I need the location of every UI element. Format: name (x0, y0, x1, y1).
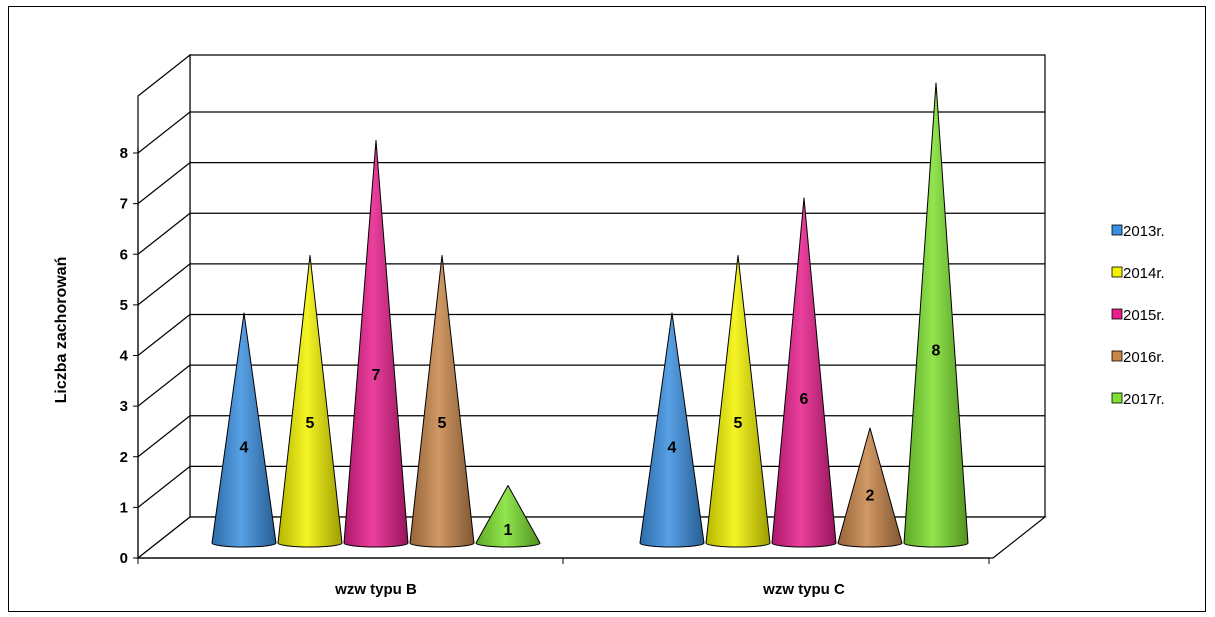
data-labels: 4 5 7 5 1 4 5 6 2 8 (240, 343, 941, 539)
data-label: 5 (306, 415, 315, 432)
cone (705, 254, 771, 548)
y-tick-label: 1 (120, 499, 128, 516)
y-tick-label: 4 (120, 348, 129, 365)
legend-label: 2015r. (1123, 307, 1165, 324)
legend-swatch (1111, 392, 1123, 404)
cone (837, 427, 903, 548)
cones (211, 82, 969, 548)
y-tick-label: 3 (120, 398, 128, 415)
legend-swatch (1111, 308, 1123, 320)
y-tick-label: 0 (120, 550, 128, 567)
data-label: 5 (438, 415, 447, 432)
cone (639, 312, 705, 548)
gridline-side (137, 364, 191, 407)
gridline-side (137, 162, 191, 205)
gridline-side (137, 263, 191, 306)
cone (211, 312, 277, 548)
data-label: 7 (372, 367, 381, 384)
cone (475, 484, 541, 548)
legend-item: 2017r. (1111, 391, 1165, 408)
gridline-side (137, 111, 191, 154)
legend-swatch (1111, 350, 1123, 362)
cone (277, 254, 343, 548)
y-tick-label: 6 (120, 246, 128, 263)
y-axis-ticks: 0 1 2 3 4 5 6 7 8 (120, 145, 139, 567)
gridline-side (137, 465, 191, 508)
y-tick-label: 7 (120, 196, 128, 213)
category-label: wzw typu C (762, 581, 845, 598)
data-label: 8 (932, 343, 941, 360)
category-label: wzw typu B (334, 581, 417, 598)
legend-label: 2014r. (1123, 265, 1165, 282)
data-label: 2 (866, 488, 875, 505)
y-tick-label: 2 (120, 449, 128, 466)
gridlines (137, 111, 1045, 508)
gridline-side (137, 415, 191, 458)
legend-label: 2013r. (1123, 223, 1165, 240)
legend-item: 2015r. (1111, 307, 1165, 324)
legend-item: 2016r. (1111, 349, 1165, 366)
cone (409, 254, 475, 548)
legend-label: 2016r. (1123, 349, 1165, 366)
cone (903, 82, 969, 548)
legend: 2013r. 2014r. 2015r. 2016r. 2017r. (1111, 223, 1165, 408)
chart-frame (8, 6, 1206, 612)
legend-swatch (1111, 224, 1123, 236)
chart-walls (136, 53, 1047, 560)
cone (771, 197, 837, 548)
cone (343, 139, 409, 548)
y-tick-label: 5 (120, 297, 128, 314)
legend-item: 2014r. (1111, 265, 1165, 282)
category-labels: wzw typu B wzw typu C (137, 558, 990, 598)
legend-swatch (1111, 266, 1123, 278)
y-tick-label: 8 (120, 145, 128, 162)
data-label: 1 (504, 522, 513, 539)
legend-label: 2017r. (1123, 391, 1165, 408)
gridline-side (137, 314, 191, 356)
y-axis-title: Liczba zachorowań (53, 257, 70, 404)
data-label: 4 (668, 439, 677, 456)
gridline-side (137, 212, 191, 255)
data-label: 4 (240, 439, 249, 456)
data-label: 6 (800, 391, 809, 408)
data-label: 5 (734, 415, 743, 432)
legend-item: 2013r. (1111, 223, 1165, 240)
side-wall (137, 53, 191, 560)
